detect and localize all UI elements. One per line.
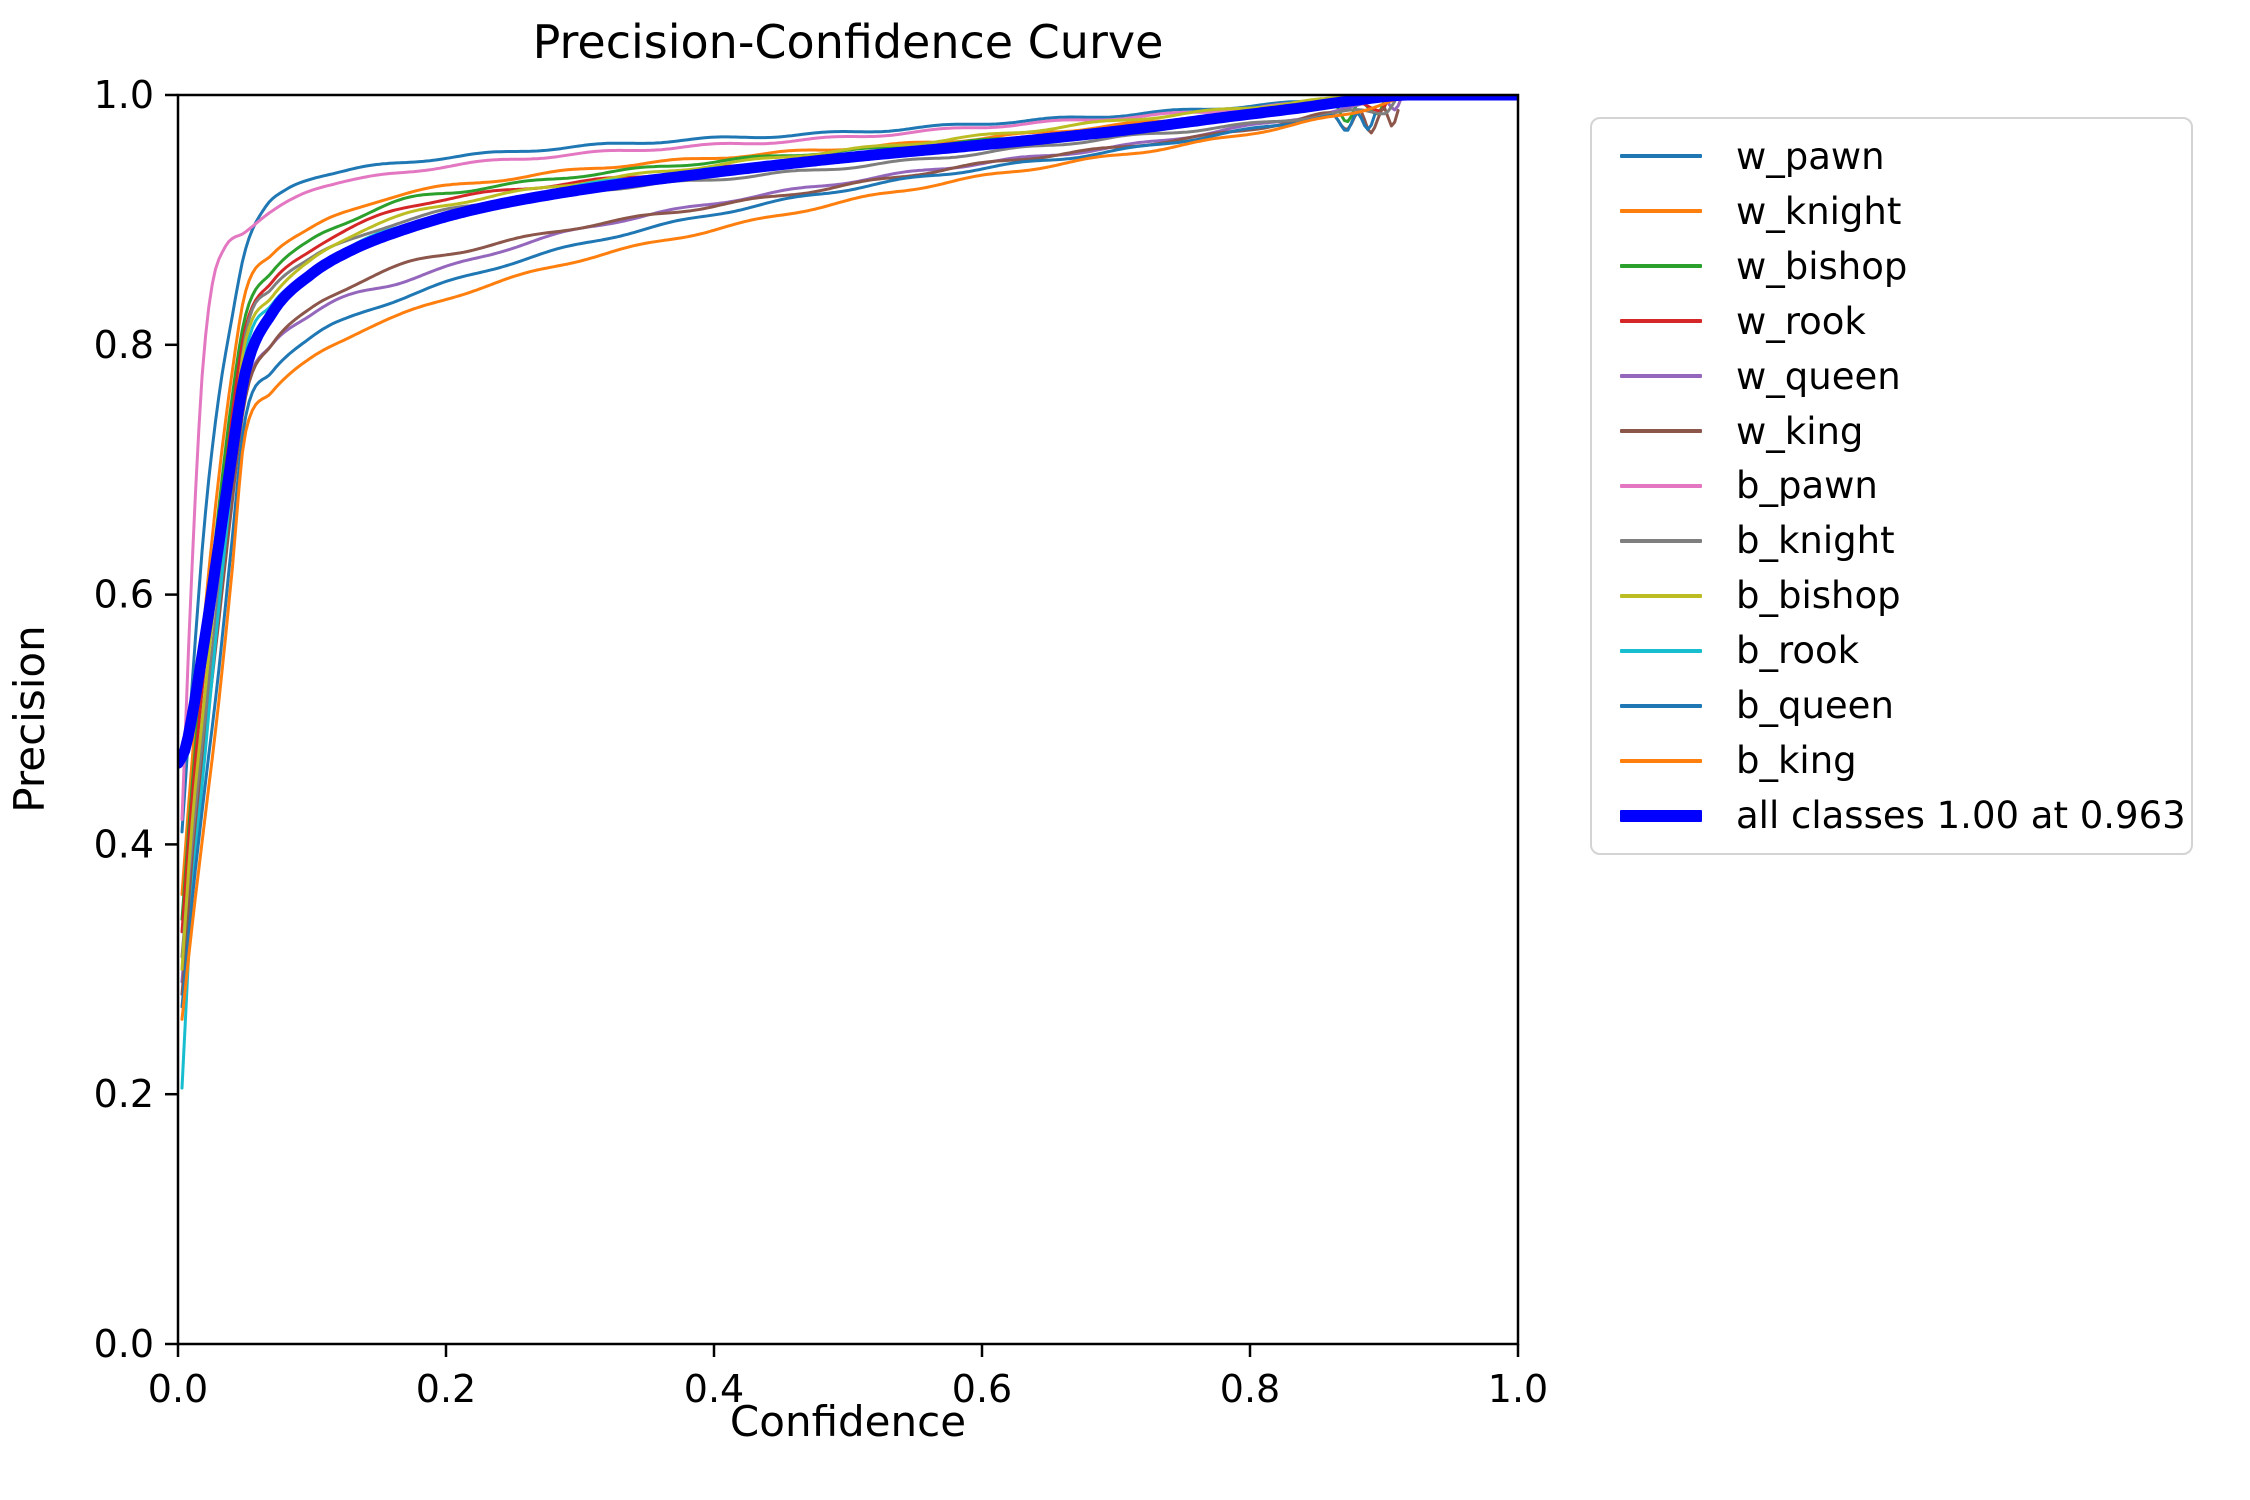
- legend-swatch-w_queen: [1620, 374, 1702, 379]
- y-axis-label: Precision: [5, 625, 54, 812]
- y-tick-label: 1.0: [94, 73, 154, 117]
- legend-label: b_queen: [1736, 684, 1894, 728]
- legend-label: w_rook: [1736, 299, 1866, 343]
- legend-item-b_queen: b_queen: [1592, 680, 2191, 732]
- legend-label: b_rook: [1736, 629, 1860, 673]
- legend-label: w_knight: [1736, 189, 1902, 233]
- legend-item-b_knight: b_knight: [1592, 515, 2191, 567]
- x-tick-label: 0.8: [1220, 1367, 1280, 1411]
- legend-swatch-w_pawn: [1620, 154, 1702, 159]
- legend-item-b_bishop: b_bishop: [1592, 570, 2191, 622]
- legend-label: w_bishop: [1736, 244, 1908, 288]
- legend-swatch-w_king: [1620, 429, 1702, 434]
- legend-item-b_rook: b_rook: [1592, 625, 2191, 677]
- legend-item-w_knight: w_knight: [1592, 185, 2191, 237]
- y-tick-label: 0.8: [94, 323, 154, 367]
- legend-item-all_classes: all classes 1.00 at 0.963: [1592, 790, 2191, 842]
- y-tick-label: 0.2: [94, 1072, 154, 1116]
- legend-label: b_pawn: [1736, 464, 1878, 508]
- legend-label: w_pawn: [1736, 134, 1885, 178]
- legend-swatch-w_bishop: [1620, 264, 1702, 269]
- y-tick-label: 0.0: [94, 1322, 154, 1366]
- legend-item-b_king: b_king: [1592, 735, 2191, 787]
- plot-area: [176, 93, 1520, 1346]
- legend-swatch-w_rook: [1620, 319, 1702, 324]
- legend-swatch-b_knight: [1620, 538, 1702, 543]
- curves-group: [178, 95, 1518, 1090]
- legend-label: all classes 1.00 at 0.963: [1736, 794, 2186, 838]
- curve-all_classes: [178, 95, 1518, 769]
- legend-item-w_queen: w_queen: [1592, 350, 2191, 402]
- legend-item-w_pawn: w_pawn: [1592, 130, 2191, 182]
- x-tick-label: 0.4: [684, 1367, 744, 1411]
- x-tick-label: 0.2: [416, 1367, 476, 1411]
- x-axis-label: Confidence: [730, 1397, 966, 1446]
- x-tick-label: 0.0: [148, 1367, 208, 1411]
- ticks-group: 0.0 0.2 0.4 0.6 0.8 1.0 0.0 0.2 0.4 0.6 0.8 1.0: [94, 73, 1549, 1411]
- curve-b_king: [180, 98, 1397, 1021]
- x-tick-label: 0.6: [952, 1367, 1012, 1411]
- chart-title: Precision-Confidence Curve: [533, 15, 1164, 69]
- legend-swatch-w_knight: [1620, 209, 1702, 214]
- legend-swatch-b_king: [1620, 758, 1702, 763]
- legend-label: w_queen: [1736, 354, 1901, 398]
- legend-swatch-b_queen: [1620, 703, 1702, 708]
- legend-label: b_knight: [1736, 519, 1895, 563]
- legend-box: w_pawn w_knight w_bishop w_rook w_queen w_kin…: [1590, 117, 2193, 855]
- curve-w_pawn: [180, 95, 1383, 834]
- legend-swatch-b_pawn: [1620, 483, 1702, 488]
- curve-b_bishop: [180, 95, 1356, 971]
- legend-swatch-b_bishop: [1620, 593, 1702, 598]
- legend-label: b_bishop: [1736, 574, 1901, 618]
- y-tick-label: 0.4: [94, 822, 154, 866]
- curve-w_king: [180, 106, 1400, 996]
- curve-b_knight: [180, 99, 1397, 959]
- x-tick-label: 1.0: [1488, 1367, 1548, 1411]
- legend-swatch-b_rook: [1620, 648, 1702, 653]
- legend-label: b_king: [1736, 739, 1857, 783]
- curve-b_pawn: [180, 95, 1377, 821]
- legend-swatch-all_classes: [1620, 809, 1702, 822]
- legend-label: w_king: [1736, 409, 1864, 453]
- curve-w_rook: [180, 98, 1390, 934]
- legend-item-w_rook: w_rook: [1592, 295, 2191, 347]
- legend-item-b_pawn: b_pawn: [1592, 460, 2191, 512]
- legend-item-w_bishop: w_bishop: [1592, 240, 2191, 292]
- curve-b_queen: [180, 111, 1377, 1009]
- legend-item-w_king: w_king: [1592, 405, 2191, 457]
- y-tick-label: 0.6: [94, 573, 154, 617]
